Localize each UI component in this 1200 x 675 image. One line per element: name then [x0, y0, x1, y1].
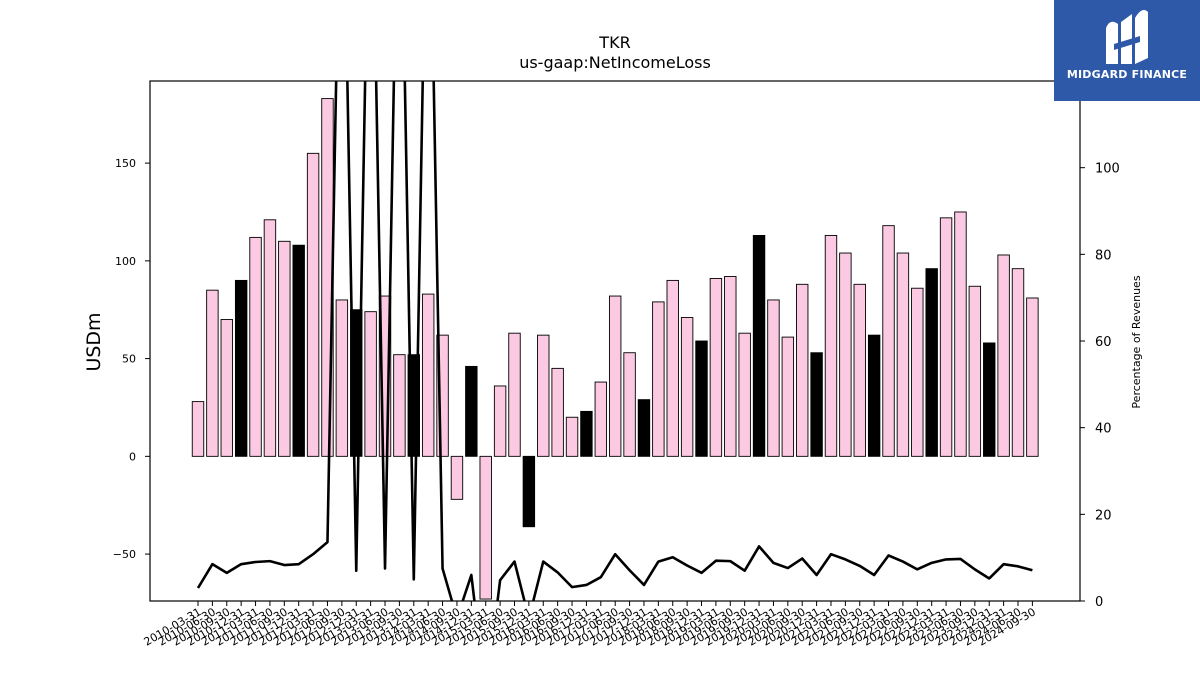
bar	[738, 332, 751, 457]
bar	[436, 334, 449, 457]
bar	[781, 336, 795, 457]
bar	[450, 455, 464, 500]
bar	[954, 211, 967, 457]
midgard-logo-icon	[1106, 10, 1148, 64]
bar	[810, 352, 823, 457]
bar	[637, 399, 651, 457]
bar	[393, 354, 406, 457]
bar	[1011, 268, 1025, 457]
bar	[968, 285, 982, 457]
bar	[493, 385, 507, 457]
bar	[292, 244, 305, 457]
bar	[350, 309, 363, 457]
y2-tick-label: 60	[1095, 335, 1112, 350]
bar	[983, 342, 996, 457]
y2-axis-label: Percentage of Revenues	[1130, 275, 1143, 408]
bar	[623, 352, 636, 457]
y-tick-label: 50	[122, 353, 136, 366]
bar	[608, 295, 622, 457]
plot-clip-group	[191, 81, 1039, 601]
bar	[263, 219, 277, 457]
y2-tick-label: 0	[1095, 595, 1103, 610]
bar	[537, 334, 550, 457]
bar	[695, 340, 708, 457]
bar	[752, 234, 766, 457]
bar	[479, 455, 492, 600]
bar	[867, 334, 881, 457]
watermark-text: MIDGARD FINANCE	[1066, 68, 1188, 81]
bar	[666, 279, 679, 457]
watermark-logo: MIDGARD FINANCE	[1054, 0, 1200, 101]
bar	[796, 283, 809, 457]
bar	[839, 252, 852, 457]
y-axis-label: USDm	[83, 312, 105, 371]
bar	[234, 279, 248, 457]
bar	[709, 277, 723, 457]
bar	[378, 295, 392, 457]
bar	[306, 152, 320, 457]
bar	[220, 319, 233, 457]
bar	[680, 317, 694, 457]
bar	[724, 276, 737, 457]
bar	[925, 268, 938, 457]
chart-title: TKR	[598, 33, 630, 52]
y2-tick-label: 20	[1095, 508, 1112, 523]
bar	[1026, 297, 1039, 457]
bar	[206, 289, 219, 457]
bar	[896, 252, 910, 457]
y2-tick-label: 80	[1095, 248, 1112, 263]
y-tick-label: 150	[115, 157, 136, 170]
y2-tick-label: 100	[1095, 162, 1120, 177]
bar	[465, 365, 478, 457]
bar	[939, 217, 953, 457]
bar	[364, 311, 377, 457]
y-tick-label: 100	[115, 255, 136, 268]
bar	[278, 240, 291, 457]
bar	[911, 287, 924, 457]
bar	[508, 332, 521, 457]
bar	[824, 234, 838, 457]
bar	[551, 367, 564, 457]
bar	[407, 354, 420, 457]
chart-subtitle: us-gaap:NetIncomeLoss	[519, 53, 711, 72]
y2-tick-label: 40	[1095, 422, 1112, 437]
bar	[652, 301, 665, 457]
y-tick-label: −50	[113, 548, 136, 561]
bar	[249, 236, 262, 457]
y-tick-label: 0	[129, 450, 136, 463]
bar	[191, 401, 205, 457]
bar	[522, 455, 536, 528]
bar	[565, 416, 579, 457]
bar	[767, 299, 780, 457]
bar	[882, 225, 895, 457]
bar	[335, 299, 349, 457]
bar	[580, 410, 593, 457]
bar	[997, 254, 1010, 457]
plot-area: −500501001500204060801002010-03-312010-0…	[113, 80, 1120, 649]
bar	[853, 283, 866, 457]
bar	[421, 293, 435, 457]
bar	[594, 381, 608, 457]
